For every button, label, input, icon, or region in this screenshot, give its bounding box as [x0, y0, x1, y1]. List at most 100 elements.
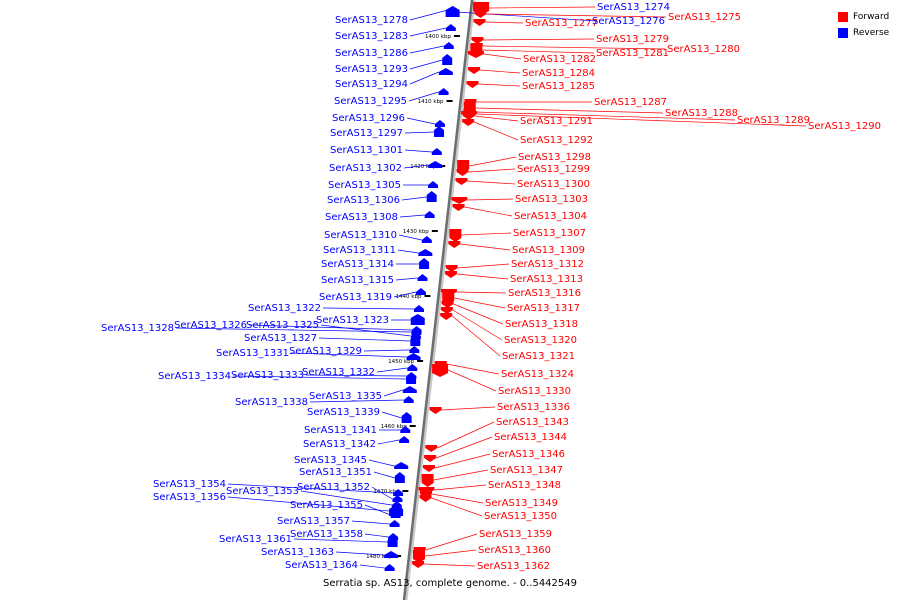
forward-gene-label[interactable]: SerAS13_1304 [514, 211, 587, 222]
reverse-gene-label[interactable]: SerAS13_1332 [302, 367, 375, 378]
reverse-gene-label[interactable]: SerAS13_1356 [153, 492, 226, 503]
reverse-gene-label[interactable]: SerAS13_1341 [304, 425, 377, 436]
forward-feature[interactable] [473, 19, 486, 26]
reverse-feature[interactable] [407, 364, 418, 371]
reverse-feature[interactable] [387, 536, 398, 547]
reverse-gene-label[interactable]: SerAS13_1342 [303, 439, 376, 450]
forward-gene-label[interactable]: SerAS13_1300 [517, 179, 590, 190]
forward-gene-label[interactable]: SerAS13_1292 [520, 135, 593, 146]
reverse-gene-label[interactable]: SerAS13_1326 [174, 320, 247, 331]
reverse-gene-label[interactable]: SerAS13_1294 [335, 79, 408, 90]
reverse-feature[interactable] [411, 326, 422, 333]
forward-gene-label[interactable]: SerAS13_1362 [477, 561, 550, 572]
reverse-gene-label[interactable]: SerAS13_1338 [235, 397, 308, 408]
forward-feature[interactable] [445, 265, 458, 272]
reverse-gene-label[interactable]: SerAS13_1315 [321, 275, 394, 286]
forward-gene-label[interactable]: SerAS13_1344 [494, 432, 567, 443]
forward-gene-label[interactable]: SerAS13_1336 [497, 402, 570, 413]
reverse-gene-label[interactable]: SerAS13_1354 [153, 479, 226, 490]
reverse-gene-label[interactable]: SerAS13_1355 [290, 500, 363, 511]
reverse-feature[interactable] [399, 436, 410, 443]
reverse-feature[interactable] [384, 551, 399, 558]
forward-gene-label[interactable]: SerAS13_1284 [522, 68, 595, 79]
forward-gene-label[interactable]: SerAS13_1291 [520, 116, 593, 127]
reverse-gene-label[interactable]: SerAS13_1297 [330, 128, 403, 139]
reverse-feature[interactable] [400, 426, 411, 433]
reverse-feature[interactable] [428, 181, 439, 188]
reverse-feature[interactable] [438, 68, 453, 75]
forward-feature[interactable] [412, 550, 425, 563]
forward-feature[interactable] [429, 407, 442, 414]
reverse-gene-label[interactable]: SerAS13_1286 [335, 48, 408, 59]
reverse-feature[interactable] [424, 211, 435, 218]
forward-feature[interactable] [455, 178, 468, 185]
reverse-gene-label[interactable]: SerAS13_1319 [319, 292, 392, 303]
forward-feature[interactable] [462, 119, 475, 126]
reverse-gene-label[interactable]: SerAS13_1323 [316, 315, 389, 326]
forward-gene-label[interactable]: SerAS13_1313 [510, 274, 583, 285]
forward-feature[interactable] [467, 51, 484, 58]
reverse-gene-label[interactable]: SerAS13_1305 [328, 180, 401, 191]
reverse-gene-label[interactable]: SerAS13_1352 [297, 482, 370, 493]
forward-feature[interactable] [462, 113, 475, 120]
reverse-feature[interactable] [394, 462, 409, 469]
forward-gene-label[interactable]: SerAS13_1285 [522, 81, 595, 92]
forward-gene-label[interactable]: SerAS13_1324 [501, 369, 574, 380]
forward-feature[interactable] [418, 487, 435, 494]
forward-gene-label[interactable]: SerAS13_1290 [808, 121, 881, 132]
forward-gene-label[interactable]: SerAS13_1346 [492, 449, 565, 460]
forward-gene-label[interactable]: SerAS13_1298 [518, 152, 591, 163]
forward-gene-label[interactable]: SerAS13_1320 [504, 335, 577, 346]
forward-gene-label[interactable]: SerAS13_1281 [596, 48, 669, 59]
forward-feature[interactable] [422, 465, 435, 472]
reverse-gene-label[interactable]: SerAS13_1302 [329, 163, 402, 174]
reverse-gene-label[interactable]: SerAS13_1283 [335, 31, 408, 42]
forward-gene-label[interactable]: SerAS13_1307 [513, 228, 586, 239]
reverse-gene-label[interactable]: SerAS13_1325 [246, 320, 319, 331]
forward-feature[interactable] [412, 561, 425, 568]
forward-feature[interactable] [452, 204, 465, 211]
forward-gene-label[interactable]: SerAS13_1288 [665, 108, 738, 119]
forward-gene-label[interactable]: SerAS13_1318 [505, 319, 578, 330]
reverse-gene-label[interactable]: SerAS13_1276 [592, 16, 665, 27]
forward-gene-label[interactable]: SerAS13_1316 [508, 288, 581, 299]
forward-gene-label[interactable]: SerAS13_1282 [523, 54, 596, 65]
reverse-feature[interactable] [443, 42, 454, 49]
reverse-gene-label[interactable]: SerAS13_1322 [248, 303, 321, 314]
reverse-gene-label[interactable]: SerAS13_1339 [307, 407, 380, 418]
reverse-feature[interactable] [410, 335, 421, 346]
reverse-feature[interactable] [426, 191, 437, 202]
reverse-feature[interactable] [438, 88, 449, 95]
reverse-gene-label[interactable]: SerAS13_1308 [325, 212, 398, 223]
reverse-gene-label[interactable]: SerAS13_1335 [309, 391, 382, 402]
forward-feature[interactable] [456, 169, 469, 176]
reverse-feature[interactable] [392, 495, 403, 502]
forward-gene-label[interactable]: SerAS13_1303 [515, 194, 588, 205]
forward-gene-label[interactable]: SerAS13_1280 [667, 44, 740, 55]
reverse-feature[interactable] [402, 386, 417, 393]
reverse-feature[interactable] [445, 24, 456, 31]
reverse-feature[interactable] [434, 126, 445, 137]
forward-gene-label[interactable]: SerAS13_1347 [490, 465, 563, 476]
reverse-gene-label[interactable]: SerAS13_1310 [324, 230, 397, 241]
forward-feature[interactable] [421, 474, 434, 487]
reverse-feature[interactable] [418, 249, 433, 256]
forward-feature[interactable] [440, 307, 453, 314]
forward-feature[interactable] [419, 495, 432, 502]
reverse-feature[interactable] [384, 564, 395, 571]
reverse-feature[interactable] [417, 274, 428, 281]
forward-gene-label[interactable]: SerAS13_1312 [511, 259, 584, 270]
reverse-gene-label[interactable]: SerAS13_1334 [158, 371, 231, 382]
forward-feature[interactable] [444, 271, 457, 278]
reverse-feature[interactable] [442, 54, 453, 65]
reverse-feature[interactable] [406, 372, 417, 379]
forward-feature[interactable] [425, 445, 438, 452]
forward-gene-label[interactable]: SerAS13_1275 [668, 12, 741, 23]
reverse-gene-label[interactable]: SerAS13_1311 [323, 245, 396, 256]
reverse-gene-label[interactable]: SerAS13_1361 [219, 534, 292, 545]
forward-feature[interactable] [424, 455, 437, 462]
reverse-feature[interactable] [419, 258, 430, 269]
reverse-feature[interactable] [415, 288, 426, 295]
reverse-gene-label[interactable]: SerAS13_1364 [285, 560, 358, 571]
reverse-feature[interactable] [406, 353, 421, 360]
